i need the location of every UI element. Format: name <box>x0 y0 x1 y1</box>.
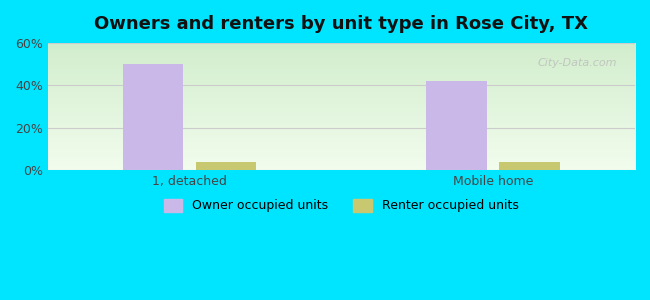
Legend: Owner occupied units, Renter occupied units: Owner occupied units, Renter occupied un… <box>159 194 524 218</box>
Title: Owners and renters by unit type in Rose City, TX: Owners and renters by unit type in Rose … <box>94 15 588 33</box>
Text: City-Data.com: City-Data.com <box>538 58 617 68</box>
Bar <box>196 162 256 170</box>
Bar <box>123 64 183 170</box>
Bar <box>499 162 560 170</box>
Bar <box>426 81 487 170</box>
